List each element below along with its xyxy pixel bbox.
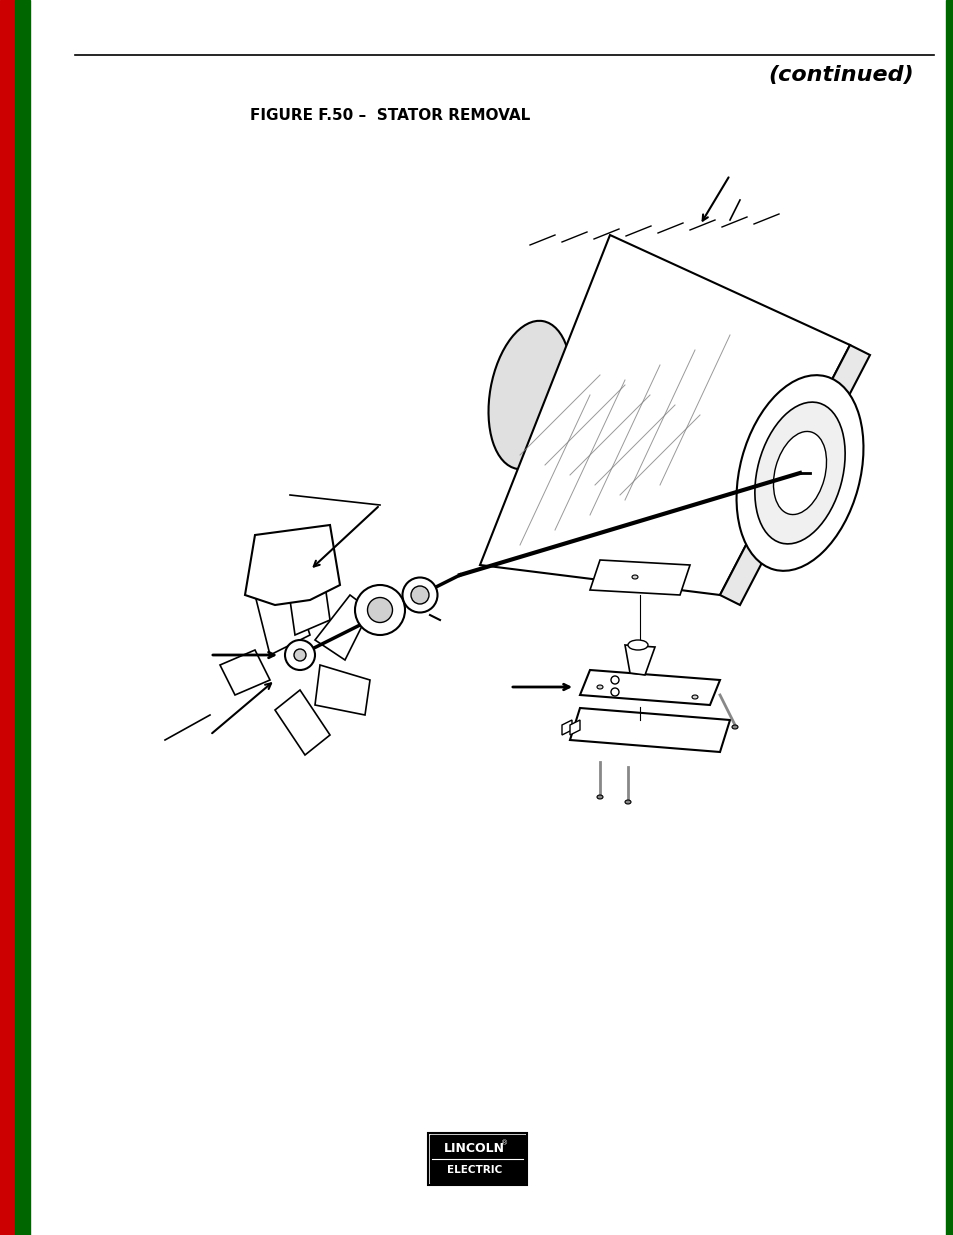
- Ellipse shape: [691, 695, 698, 699]
- Text: Return to Section TOC: Return to Section TOC: [3, 1092, 12, 1205]
- Ellipse shape: [367, 598, 392, 622]
- Polygon shape: [479, 235, 849, 595]
- Bar: [430, 1135, 524, 1183]
- Bar: [428, 1132, 526, 1186]
- Ellipse shape: [754, 403, 844, 543]
- Text: Return to Section TOC: Return to Section TOC: [3, 808, 12, 921]
- Polygon shape: [569, 708, 729, 752]
- Text: Return to Section TOC: Return to Section TOC: [3, 153, 12, 267]
- Polygon shape: [579, 671, 720, 705]
- Text: ®: ®: [500, 1141, 508, 1146]
- Ellipse shape: [285, 640, 314, 671]
- Ellipse shape: [610, 688, 618, 697]
- Text: LINCOLN: LINCOLN: [444, 1142, 505, 1155]
- Ellipse shape: [411, 585, 429, 604]
- Ellipse shape: [610, 676, 618, 684]
- Bar: [0, 0, 15, 1235]
- Text: Return to Master TOC: Return to Master TOC: [18, 809, 27, 920]
- Ellipse shape: [731, 725, 738, 729]
- Ellipse shape: [627, 640, 647, 650]
- Polygon shape: [720, 345, 869, 605]
- Bar: [15, 0, 30, 1235]
- Ellipse shape: [402, 578, 437, 613]
- Ellipse shape: [597, 795, 602, 799]
- Bar: [945, 0, 953, 1235]
- Text: Return to Master TOC: Return to Master TOC: [18, 154, 27, 266]
- Polygon shape: [285, 550, 330, 635]
- Text: ELECTRIC: ELECTRIC: [447, 1165, 501, 1174]
- Polygon shape: [245, 525, 339, 605]
- Text: Return to Master TOC: Return to Master TOC: [18, 1093, 27, 1204]
- Polygon shape: [569, 720, 579, 735]
- Ellipse shape: [736, 375, 862, 571]
- Ellipse shape: [597, 685, 602, 689]
- Polygon shape: [589, 559, 689, 595]
- Ellipse shape: [488, 321, 571, 469]
- Ellipse shape: [631, 576, 638, 579]
- Polygon shape: [314, 664, 370, 715]
- Polygon shape: [220, 650, 270, 695]
- Ellipse shape: [294, 650, 306, 661]
- Ellipse shape: [355, 585, 405, 635]
- Polygon shape: [561, 720, 572, 735]
- Text: FIGURE F.50 –  STATOR REMOVAL: FIGURE F.50 – STATOR REMOVAL: [250, 107, 530, 122]
- Polygon shape: [624, 645, 655, 676]
- Text: Return to Section TOC: Return to Section TOC: [3, 474, 12, 588]
- Polygon shape: [274, 690, 330, 755]
- Polygon shape: [314, 595, 370, 659]
- Text: (continued): (continued): [767, 65, 913, 85]
- Text: Return to Master TOC: Return to Master TOC: [18, 475, 27, 587]
- Polygon shape: [254, 576, 310, 655]
- Ellipse shape: [773, 431, 825, 515]
- Ellipse shape: [624, 800, 630, 804]
